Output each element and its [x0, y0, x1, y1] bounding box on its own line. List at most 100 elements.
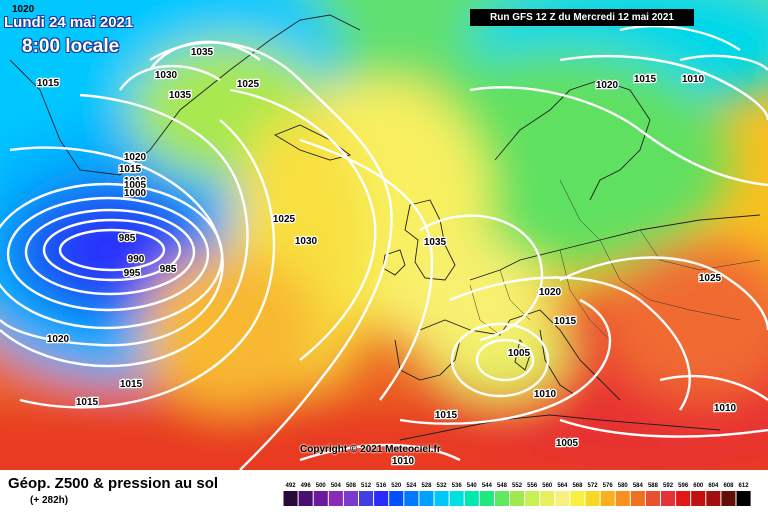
isobar-label: 1035 — [191, 47, 214, 58]
isobar-label: 1000 — [124, 188, 147, 199]
legend-color-swatch — [389, 491, 404, 506]
isobar-label: 1015 — [37, 78, 60, 89]
legend-value-label: 608 — [723, 483, 734, 489]
legend-value-label: 596 — [678, 483, 689, 489]
legend-value-label: 536 — [452, 483, 463, 489]
legend-value-label: 552 — [512, 483, 523, 489]
legend-value-label: 564 — [557, 483, 568, 489]
legend-value-label: 584 — [633, 483, 644, 489]
isobar-label: 1005 — [508, 348, 531, 359]
legend-value-label: 556 — [527, 483, 538, 489]
legend-color-swatch — [706, 491, 721, 506]
map-title: Géop. Z500 & pression au sol — [8, 475, 219, 492]
legend-color-swatch — [525, 491, 540, 506]
legend-color-swatch — [661, 491, 676, 506]
legend-value-label: 496 — [301, 483, 312, 489]
legend-color-swatch — [419, 491, 434, 506]
legend-color-swatch — [479, 491, 494, 506]
isobar-label: 1015 — [435, 410, 458, 421]
isobar-labels: 1035103010351025101510201015101010051000… — [36, 46, 738, 469]
legend-color-swatch — [464, 491, 479, 506]
legend-value-label: 532 — [437, 483, 448, 489]
legend-color-swatch — [676, 491, 691, 506]
legend-value-label: 592 — [663, 483, 674, 489]
legend-color-swatch — [328, 491, 343, 506]
isobars — [0, 24, 768, 470]
isobar-label: 1005 — [556, 438, 579, 449]
legend-value-label: 568 — [572, 483, 583, 489]
legend-color-swatch — [555, 491, 570, 506]
isobar-label: 985 — [119, 233, 136, 244]
legend-value-label: 588 — [648, 483, 659, 489]
legend-value-label: 492 — [286, 483, 297, 489]
legend-color-swatch — [570, 491, 585, 506]
copyright-notice: Copyright © 2021 Meteociel.fr — [300, 444, 441, 455]
isobar-label: 1030 — [155, 70, 178, 81]
forecast-time: 8:00 locale — [22, 36, 120, 57]
legend-value-label: 500 — [316, 483, 327, 489]
forecast-lead-time: (+ 282h) — [30, 495, 69, 506]
legend-value-label: 604 — [708, 483, 719, 489]
legend-color-swatch — [615, 491, 630, 506]
isobar-label: 1025 — [273, 214, 296, 225]
isobar-label: 1020 — [124, 152, 147, 163]
legend-color-swatch — [691, 491, 706, 506]
legend-value-label: 528 — [421, 483, 432, 489]
legend-color-swatch — [343, 491, 358, 506]
isobar-label: 990 — [128, 254, 145, 265]
isobar-label: 1030 — [295, 236, 318, 247]
legend-color-swatch — [721, 491, 736, 506]
isobar-label: 1025 — [699, 273, 722, 284]
legend-value-label: 560 — [542, 483, 553, 489]
isobar-label: 1020 — [596, 80, 619, 91]
weather-map-canvas: 1035103010351025101510201015101010051000… — [0, 0, 768, 470]
isobar-label: 1015 — [120, 379, 143, 390]
legend-value-label: 548 — [497, 483, 508, 489]
legend-value-label: 540 — [467, 483, 478, 489]
legend-value-label: 520 — [391, 483, 402, 489]
legend-value-label: 580 — [618, 483, 629, 489]
legend-color-swatch — [585, 491, 600, 506]
legend-value-label: 516 — [376, 483, 387, 489]
isobar-label: 1010 — [534, 389, 557, 400]
legend-color-swatch — [645, 491, 660, 506]
isobar-label: 1015 — [76, 397, 99, 408]
isobar-label: 985 — [160, 264, 177, 275]
isobar-label: 1035 — [424, 237, 447, 248]
legend-color-swatch — [510, 491, 525, 506]
isobar-label: 1010 — [682, 74, 705, 85]
legend-value-label: 572 — [588, 483, 599, 489]
legend-color-swatch — [540, 491, 555, 506]
legend-color-swatch — [359, 491, 374, 506]
legend-value-label: 512 — [361, 483, 372, 489]
isobar-label: 1020 — [47, 334, 70, 345]
legend-value-label: 504 — [331, 483, 342, 489]
legend-color-swatch — [736, 491, 751, 506]
legend-color-swatch — [630, 491, 645, 506]
legend-color-swatch — [313, 491, 328, 506]
forecast-date: Lundi 24 mai 2021 — [4, 14, 134, 31]
isobar-label: 1035 — [169, 90, 192, 101]
country-borders — [469, 179, 761, 341]
legend-value-label: 544 — [482, 483, 493, 489]
legend-color-swatch — [494, 491, 509, 506]
legend-color-swatch — [283, 491, 298, 506]
isobar-label: 1015 — [554, 316, 577, 327]
legend-color-swatch — [449, 491, 464, 506]
legend-value-label: 524 — [406, 483, 417, 489]
legend-value-label: 600 — [693, 483, 704, 489]
isobar-label: 995 — [124, 268, 141, 279]
isobar-label: 1005 — [124, 180, 147, 191]
legend-color-swatch — [404, 491, 419, 506]
map-footer: Géop. Z500 & pression au sol (+ 282h) 49… — [0, 470, 768, 512]
isobar-label: 1020 — [539, 287, 562, 298]
isobar-label: 1025 — [237, 79, 260, 90]
legend-value-label: 576 — [603, 483, 614, 489]
isobar-label: 1015 — [119, 164, 142, 175]
legend-color-swatch — [374, 491, 389, 506]
geopotential-field — [0, 0, 768, 470]
legend-value-label: 612 — [739, 483, 750, 489]
model-run-info: Run GFS 12 Z du Mercredi 12 mai 2021 — [470, 9, 694, 26]
isobar-label: 1010 — [124, 176, 147, 187]
